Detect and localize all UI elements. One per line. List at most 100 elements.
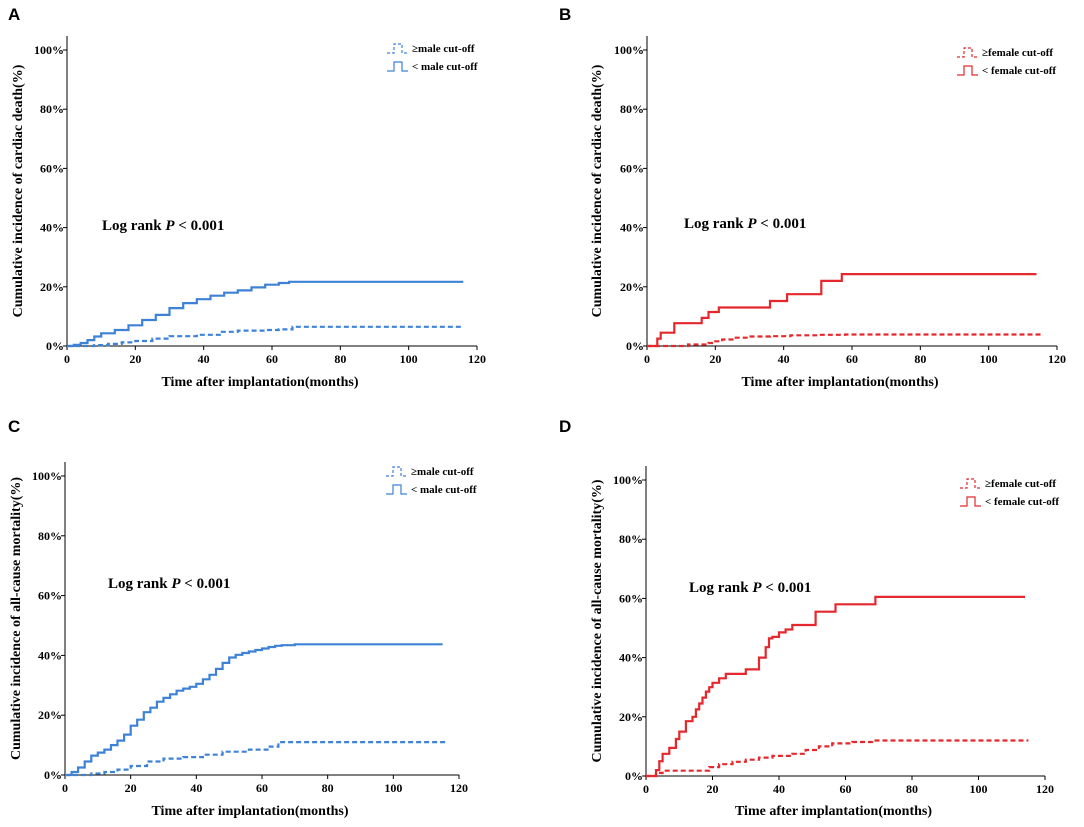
legend: ≥male cut-off < male cut-off [386, 466, 477, 496]
x-tick-label: 80 [322, 781, 334, 795]
legend-swatch [386, 484, 407, 495]
x-tick-label: 100 [384, 781, 402, 795]
solid-series-line [646, 595, 1025, 778]
x-tick-label: 120 [468, 352, 486, 366]
y-tick-label: 60% [40, 161, 64, 175]
y-tick-label: 80% [40, 102, 64, 116]
y-tick-label: 20% [620, 280, 644, 294]
y-axis-title: Cumulative incidence of all-cause mortal… [590, 479, 605, 762]
solid-series-line [67, 280, 464, 348]
x-axis-title: Time after implantation(months) [741, 375, 938, 390]
x-tick-label: 40 [198, 352, 210, 366]
y-tick-label: 0% [626, 339, 644, 353]
legend-swatch [387, 61, 408, 72]
solid-series-line [65, 643, 443, 777]
x-tick-label: 0 [62, 781, 68, 795]
x-axis-title: Time after implantation(months) [151, 804, 348, 819]
y-tick-label: 60% [619, 591, 643, 605]
legend-label: < male cut-off [412, 61, 478, 73]
solid-series-line [647, 273, 1037, 348]
legend-swatch [957, 65, 978, 76]
panel-letter: C [8, 417, 20, 436]
y-tick-label: 40% [620, 221, 644, 235]
legend-label: < male cut-off [411, 484, 477, 496]
y-tick-label: 40% [38, 648, 62, 662]
log-rank-annotation: Log rank P < 0.001 [689, 580, 811, 596]
panel-d: D 0 20 40 60 80 100 120 0% 20% 40% 60% 80% 100% Time a… [559, 417, 1059, 819]
x-tick-label: 60 [846, 352, 858, 366]
y-tick-label: 100% [32, 469, 62, 483]
legend-label: ≥male cut-off [412, 43, 475, 55]
log-rank-annotation: Log rank P < 0.001 [108, 576, 230, 592]
x-tick-label: 20 [707, 782, 719, 796]
y-tick-label: 0% [46, 339, 64, 353]
x-axis-title: Time after implantation(months) [161, 375, 358, 390]
x-tick-label: 40 [773, 782, 785, 796]
panel-letter: A [8, 5, 20, 24]
y-tick-label: 60% [620, 161, 644, 175]
x-tick-label: 60 [840, 782, 852, 796]
legend-label: ≥male cut-off [411, 466, 474, 478]
y-tick-label: 20% [619, 710, 643, 724]
legend-label: < female cut-off [985, 496, 1059, 508]
x-tick-label: 0 [64, 352, 70, 366]
y-tick-label: 100% [34, 43, 64, 57]
legend-swatch [960, 478, 981, 489]
x-tick-label: 60 [266, 352, 278, 366]
y-tick-label: 0% [625, 769, 643, 783]
legend-swatch [957, 47, 978, 58]
y-tick-label: 40% [40, 221, 64, 235]
x-tick-label: 100 [980, 352, 998, 366]
dashed-series-line [647, 333, 1044, 348]
dashed-series-line [67, 325, 464, 348]
legend-swatch [960, 496, 981, 507]
x-tick-label: 60 [256, 781, 268, 795]
x-tick-label: 20 [709, 352, 721, 366]
x-tick-label: 40 [190, 781, 202, 795]
log-rank-annotation: Log rank P < 0.001 [102, 218, 224, 234]
x-tick-label: 80 [906, 782, 918, 796]
y-tick-label: 100% [614, 43, 644, 57]
y-tick-label: 0% [44, 768, 62, 782]
legend-swatch [387, 43, 408, 54]
y-tick-label: 80% [620, 102, 644, 116]
legend-label: ≥female cut-off [985, 478, 1056, 490]
x-tick-label: 0 [644, 352, 650, 366]
x-tick-label: 20 [125, 781, 137, 795]
panel-b: B 0 20 40 60 80 100 120 0% 20% 40% 60% 80% 100% Time a… [559, 5, 1066, 390]
y-axis-title: Cumulative incidence of all-cause mortal… [9, 477, 24, 760]
panel-a: A 0 20 40 60 80 100 120 0% 20% 40% 60% 80% 100% Time a… [8, 5, 486, 390]
x-tick-label: 0 [643, 782, 649, 796]
y-axis-title: Cumulative incidence of cardiac death(%) [11, 64, 26, 317]
y-tick-label: 20% [40, 280, 64, 294]
y-axis-title: Cumulative incidence of cardiac death(%) [590, 64, 605, 317]
log-rank-annotation: Log rank P < 0.001 [684, 216, 806, 232]
legend: ≥female cut-off < female cut-off [957, 47, 1056, 77]
x-tick-label: 40 [778, 352, 790, 366]
y-tick-label: 20% [38, 708, 62, 722]
legend-label: ≥female cut-off [982, 47, 1053, 59]
x-tick-label: 100 [400, 352, 418, 366]
dashed-series-line [65, 741, 446, 777]
legend: ≥male cut-off < male cut-off [387, 43, 478, 73]
y-tick-label: 100% [613, 473, 643, 487]
x-tick-label: 80 [914, 352, 926, 366]
panel-letter: B [559, 5, 571, 24]
x-tick-label: 80 [334, 352, 346, 366]
legend-swatch [386, 466, 407, 477]
y-tick-label: 60% [38, 589, 62, 603]
x-tick-label: 120 [450, 781, 468, 795]
x-tick-label: 20 [129, 352, 141, 366]
dashed-series-line [646, 739, 1029, 778]
legend: ≥female cut-off < female cut-off [960, 478, 1059, 508]
y-tick-label: 40% [619, 651, 643, 665]
panel-letter: D [559, 417, 571, 436]
y-tick-label: 80% [619, 532, 643, 546]
x-tick-label: 100 [970, 782, 988, 796]
x-tick-label: 120 [1048, 352, 1066, 366]
x-axis-title: Time after implantation(months) [735, 804, 932, 819]
y-tick-label: 80% [38, 529, 62, 543]
legend-label: < female cut-off [982, 65, 1056, 77]
x-tick-label: 120 [1036, 782, 1054, 796]
